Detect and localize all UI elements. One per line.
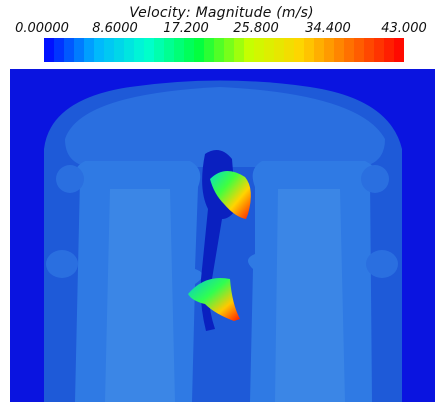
colorbar-segment — [274, 38, 285, 62]
legend-tick-4: 34.400 — [305, 21, 351, 36]
right-jet-core — [275, 189, 345, 402]
cap-region — [65, 87, 385, 167]
colorbar-segment — [174, 38, 185, 62]
left-bump-lower — [46, 250, 78, 278]
colorbar-segment — [344, 38, 355, 62]
colorbar-segment — [54, 38, 65, 62]
velocity-contour-plot — [10, 69, 435, 402]
velocity-colorbar — [44, 38, 404, 62]
right-bump-lower — [366, 250, 398, 278]
colorbar-segment — [354, 38, 365, 62]
legend-tick-0: 0.00000 — [15, 21, 69, 36]
colorbar-segment — [94, 38, 105, 62]
colorbar-segment — [314, 38, 325, 62]
colorbar-segment — [84, 38, 95, 62]
colorbar-segment — [204, 38, 215, 62]
colorbar-segment — [284, 38, 295, 62]
colorbar-segment — [384, 38, 395, 62]
left-jet-core — [105, 189, 175, 402]
colorbar-segment — [224, 38, 235, 62]
colorbar-segment — [114, 38, 125, 62]
legend-tick-5: 43.000 — [381, 21, 427, 36]
colorbar-segment — [44, 38, 55, 62]
right-bump-upper — [361, 165, 389, 193]
legend-tick-2: 17.200 — [163, 21, 209, 36]
colorbar-segment — [124, 38, 135, 62]
colorbar-segment — [164, 38, 175, 62]
left-bump-upper — [56, 165, 84, 193]
colorbar-segment — [244, 38, 255, 62]
colorbar-segment — [154, 38, 165, 62]
legend-tick-1: 8.6000 — [92, 21, 138, 36]
colorbar-segment — [374, 38, 385, 62]
upper-blade — [210, 170, 251, 219]
colorbar-segment — [184, 38, 195, 62]
colorbar-segment — [194, 38, 205, 62]
colorbar-segment — [254, 38, 265, 62]
colorbar-segment — [394, 38, 404, 62]
legend-title: Velocity: Magnitude (m/s) — [129, 5, 314, 21]
legend-tick-3: 25.800 — [233, 21, 279, 36]
colorbar-segment — [264, 38, 275, 62]
colorbar-segment — [304, 38, 315, 62]
colorbar-segment — [324, 38, 335, 62]
colorbar-segment — [64, 38, 75, 62]
colorbar-segment — [144, 38, 155, 62]
colorbar-segment — [134, 38, 145, 62]
colorbar-segment — [364, 38, 375, 62]
colorbar-segment — [334, 38, 345, 62]
colorbar-segment — [294, 38, 305, 62]
colorbar-segment — [214, 38, 225, 62]
lower-blade — [188, 278, 240, 321]
colorbar-segment — [234, 38, 245, 62]
colorbar-segment — [74, 38, 85, 62]
colorbar-segment — [104, 38, 115, 62]
